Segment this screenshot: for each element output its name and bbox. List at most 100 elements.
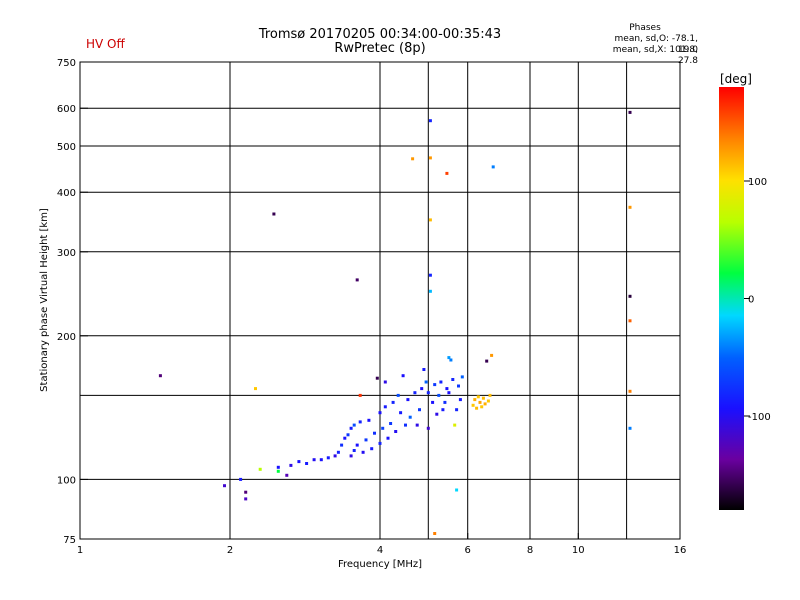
data-point — [408, 415, 412, 419]
data-point — [381, 426, 385, 430]
data-point — [312, 458, 316, 462]
y-tick-label: 300 — [57, 248, 76, 259]
data-point — [439, 380, 443, 384]
y-tick-label: 400 — [57, 188, 76, 199]
y-tick-label: 600 — [57, 104, 76, 115]
data-point — [486, 399, 490, 403]
chart-subtitle: RwPretec (8p) — [334, 41, 426, 56]
data-point — [343, 436, 347, 440]
data-point — [483, 402, 487, 406]
colorbar-unit-label: [deg] — [720, 72, 752, 86]
data-point — [244, 490, 248, 494]
y-tick-label: 100 — [57, 475, 76, 486]
data-point — [426, 391, 430, 395]
data-point — [490, 353, 494, 357]
y-tick-label: 75 — [63, 535, 76, 546]
data-point — [404, 423, 407, 427]
data-point — [367, 418, 371, 422]
data-point — [428, 119, 432, 123]
data-point — [319, 458, 323, 462]
data-point — [433, 383, 437, 387]
phase-stats-x: mean, sd,X: 101.8, 27.8 — [612, 45, 698, 66]
data-point — [445, 387, 449, 391]
data-point — [258, 467, 262, 471]
x-tick-label: 10 — [572, 545, 585, 556]
data-point — [422, 368, 426, 371]
data-point — [373, 431, 376, 435]
data-point — [411, 157, 415, 161]
data-point — [475, 406, 479, 410]
x-tick-label: 8 — [527, 545, 533, 556]
data-point — [441, 408, 445, 412]
data-point — [370, 447, 374, 451]
data-point — [352, 449, 356, 452]
grid-lines — [80, 61, 680, 539]
data-point — [453, 423, 457, 427]
data-point — [491, 165, 495, 169]
data-point — [443, 400, 447, 404]
data-point — [375, 376, 379, 380]
data-point — [355, 278, 359, 282]
data-point — [460, 375, 464, 379]
data-point — [445, 171, 449, 175]
data-point — [349, 454, 353, 458]
data-point — [305, 462, 309, 465]
data-point — [358, 393, 362, 397]
x-tick-label: 6 — [465, 545, 471, 556]
x-axis-label: Frequency [MHz] — [338, 559, 422, 570]
data-point — [358, 420, 362, 424]
data-point — [481, 396, 485, 400]
data-point — [355, 443, 359, 447]
data-point — [326, 456, 330, 460]
phase-stats-o: mean, sd,O: -78.1, 19.0 — [614, 34, 698, 55]
x-tick-label: 2 — [227, 545, 233, 556]
data-point — [285, 473, 289, 477]
data-point — [349, 426, 353, 430]
data-point — [428, 156, 432, 160]
data-point — [415, 423, 419, 427]
colorbar-tick-label: 0 — [748, 295, 754, 306]
y-tick-label: 750 — [57, 58, 76, 69]
data-point — [396, 393, 400, 397]
data-point — [391, 400, 395, 404]
colorbar-ticks: 100 0 -100 — [744, 177, 771, 423]
data-point — [435, 412, 439, 416]
data-point — [276, 469, 280, 473]
data-point — [424, 380, 428, 384]
colorbar-tick-label: 100 — [748, 177, 767, 188]
data-point — [471, 403, 475, 407]
data-point — [628, 205, 632, 209]
data-point — [455, 408, 459, 412]
data-point — [383, 380, 387, 384]
data-point — [389, 422, 393, 425]
data-point — [628, 319, 632, 323]
data-point — [272, 212, 276, 216]
data-point — [457, 384, 460, 388]
data-point — [406, 398, 410, 402]
data-point — [488, 393, 492, 397]
x-tick-label: 16 — [674, 545, 687, 556]
data-point — [447, 356, 451, 360]
data-point — [473, 398, 477, 402]
data-point — [451, 378, 455, 381]
data-point — [628, 389, 632, 393]
data-point — [413, 391, 417, 395]
data-point — [480, 405, 484, 409]
colorbar-tick-label: -100 — [748, 412, 771, 423]
data-point — [628, 294, 632, 298]
phase-heading: Phases — [629, 23, 661, 33]
axis-ticks: 1 2 4 6 8 10 16 75 100 200 300 400 500 600 750 — [57, 58, 686, 556]
data-point — [297, 460, 301, 464]
data-point — [254, 387, 257, 391]
chart-title: Tromsø 20170205 00:34:00-00:35:43 — [258, 27, 502, 42]
hv-status-label: HV Off — [86, 37, 125, 51]
y-tick-label: 200 — [57, 332, 76, 343]
data-point — [437, 393, 441, 397]
y-axis-label: Stationary phase Virtual Height [km] — [39, 208, 50, 392]
y-tick-label: 500 — [57, 142, 76, 153]
data-point — [447, 391, 451, 395]
data-point — [628, 426, 632, 430]
data-point — [289, 463, 293, 467]
